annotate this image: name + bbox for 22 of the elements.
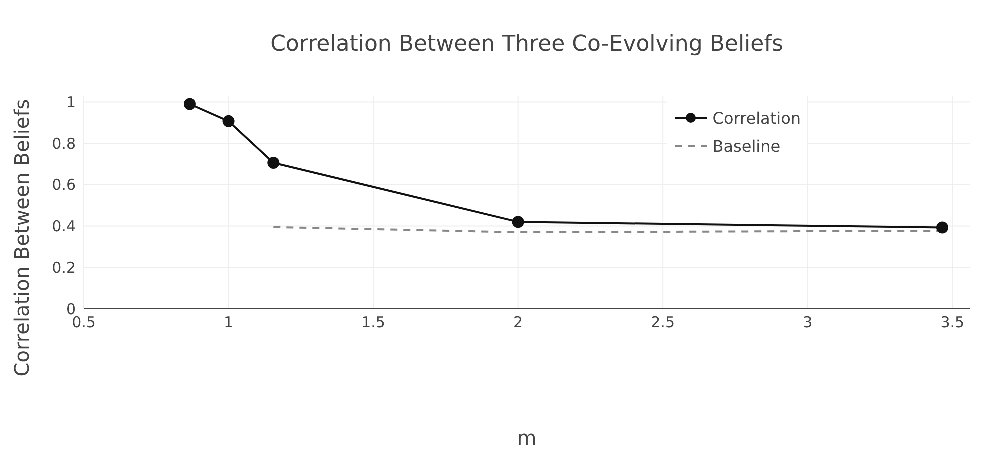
point: [184, 98, 196, 110]
x-tick-label: 3.5: [940, 314, 965, 332]
x-tick-label: 2.5: [651, 314, 676, 332]
y-tick-label: 0.6: [52, 176, 76, 194]
y-axis-title: Correlation Between Beliefs: [9, 98, 35, 379]
x-axis-title: m: [516, 426, 538, 450]
y-tick-label: 0.8: [52, 134, 76, 153]
y-tick-label: 0.2: [52, 258, 76, 277]
x-tick-label: 1: [224, 314, 234, 332]
x-tick-label: 3: [803, 314, 813, 332]
x-tick-label: 1.5: [362, 314, 386, 332]
y-tick-label: 1: [66, 94, 76, 112]
point: [936, 222, 948, 234]
x-tick-label: 0.5: [72, 314, 96, 332]
chart-title: Correlation Between Three Co-Evolving Beliefs: [270, 32, 784, 57]
point: [268, 157, 280, 169]
x-tick-label: 2: [514, 314, 524, 332]
point: [512, 216, 524, 228]
point: [222, 115, 235, 128]
legend-label: Correlation: [712, 108, 801, 128]
y-tick-label: 0.4: [52, 218, 76, 236]
legend-label: Baseline: [712, 136, 781, 156]
